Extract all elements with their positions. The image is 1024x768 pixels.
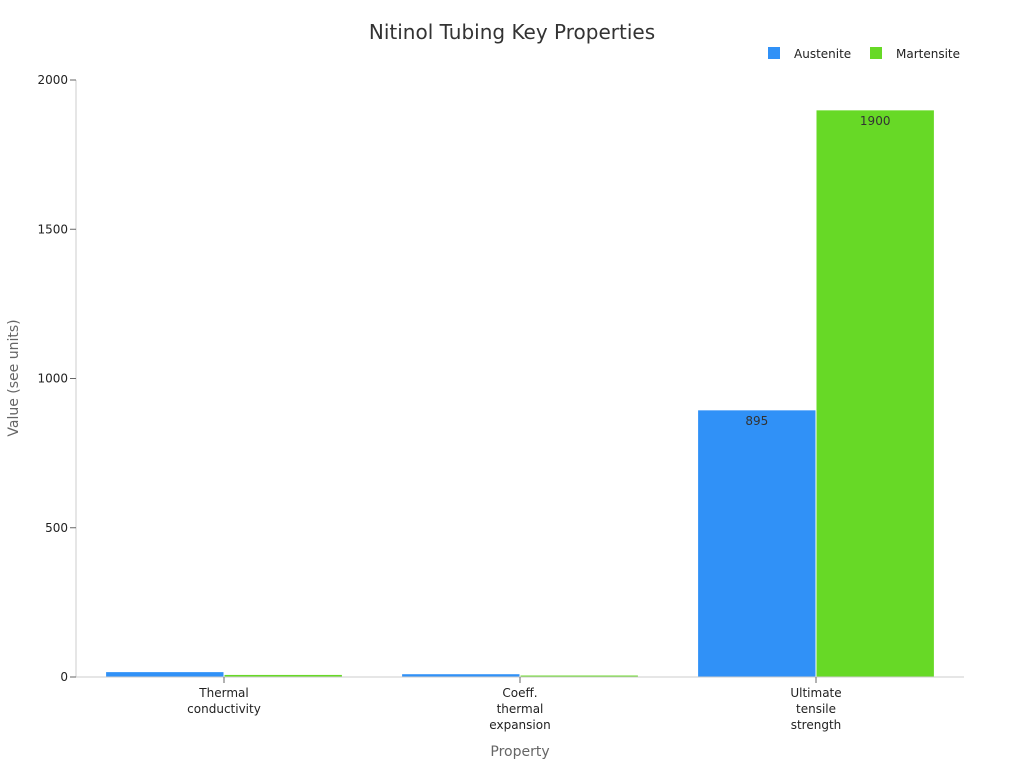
x-tick-label: Thermal conductivity: [187, 686, 261, 716]
y-tick-label: 0: [60, 670, 68, 684]
y-tick-label: 2000: [37, 73, 68, 87]
y-tick-label: 500: [45, 521, 68, 535]
y-axis-label: Value (see units): [6, 319, 22, 436]
bar-austenite: [697, 409, 817, 678]
data-label: 895: [745, 414, 768, 428]
x-axis-label: Property: [490, 744, 549, 760]
x-ticks-group: Thermal conductivity Coeff. thermal expansio…: [187, 677, 842, 732]
y-tick-label: 1500: [37, 222, 68, 236]
bar-austenite: [105, 671, 225, 678]
bar-labels-group: 895 1900: [745, 114, 890, 428]
y-ticks-group: 0 500 1000 1500 2000: [37, 73, 76, 684]
x-tick-label: Ultimate tensile strength: [790, 686, 841, 732]
data-label: 1900: [860, 114, 891, 128]
legend: Austenite Martensite: [768, 47, 960, 61]
y-tick-label: 1000: [37, 372, 68, 386]
bar-martensite: [815, 109, 935, 678]
x-tick-label: Coeff. thermal expansion: [489, 686, 550, 732]
legend-swatch-martensite: [870, 47, 882, 59]
legend-label-austenite: Austenite: [794, 47, 851, 61]
chart-title: Nitinol Tubing Key Properties: [369, 20, 655, 44]
legend-label-martensite: Martensite: [896, 47, 960, 61]
bars-group: [105, 109, 935, 678]
legend-swatch-austenite: [768, 47, 780, 59]
